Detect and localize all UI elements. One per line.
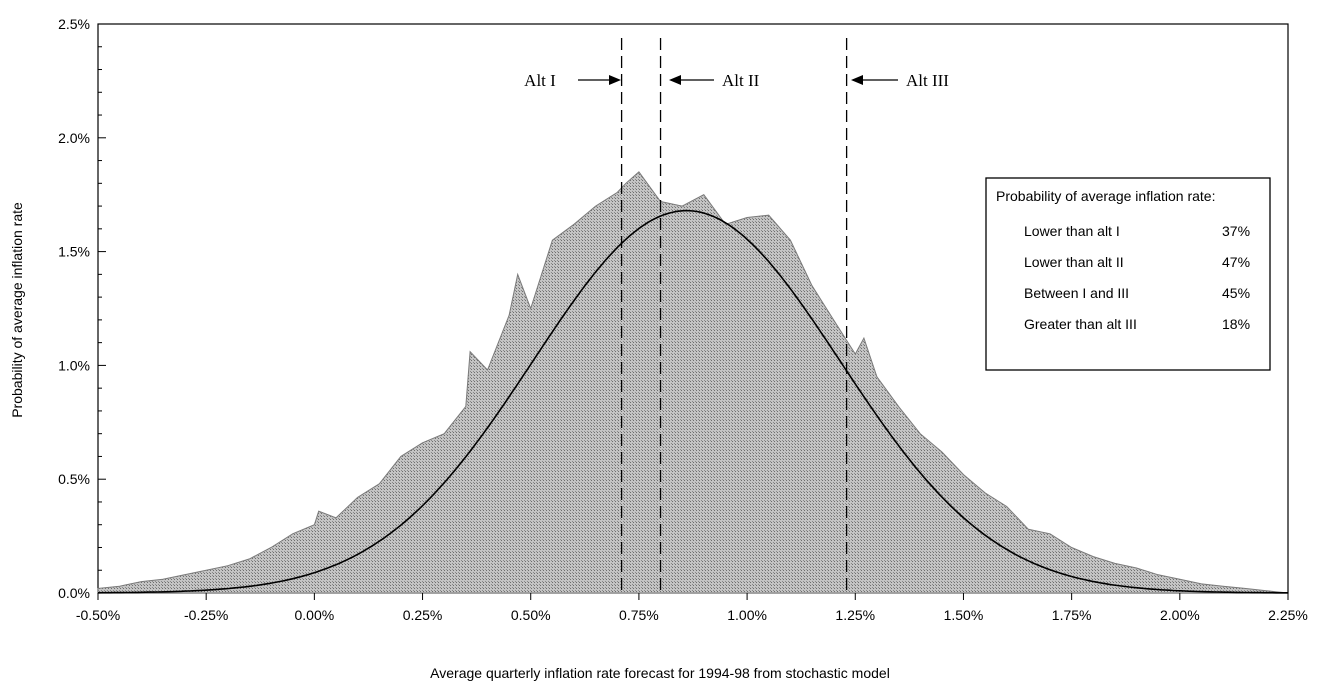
y-tick-label: 2.5% <box>58 16 90 32</box>
alt-i-label: Alt I <box>524 71 556 90</box>
legend-row-label: Lower than alt II <box>1024 254 1124 270</box>
x-tick-label: 1.75% <box>1052 607 1092 623</box>
x-tick-label: 2.25% <box>1268 607 1308 623</box>
x-tick-label: 0.25% <box>403 607 443 623</box>
alt-ii-arrowhead <box>669 75 681 85</box>
alt-iii-label: Alt III <box>906 71 949 90</box>
legend: Probability of average inflation rate: L… <box>985 177 1271 371</box>
legend-row-value: 18% <box>1222 316 1250 332</box>
fitted-curve-series <box>97 209 1288 594</box>
y-tick-label: 1.0% <box>58 357 90 373</box>
y-tick-label: 0.5% <box>58 471 90 487</box>
x-axis-title: Average quarterly inflation rate forecas… <box>430 665 890 681</box>
y-tick-label: 1.5% <box>58 244 90 260</box>
x-tick-label: 0.50% <box>511 607 551 623</box>
x-tick-label: 1.50% <box>944 607 984 623</box>
x-tick-label: 2.00% <box>1160 607 1200 623</box>
y-tick-label: 0.0% <box>58 585 90 601</box>
x-tick-label: 0.75% <box>619 607 659 623</box>
legend-row-value: 37% <box>1222 223 1250 239</box>
x-tick-label: 1.25% <box>835 607 875 623</box>
alt-i-annotation: Alt I <box>524 71 621 90</box>
alt-i-arrowhead <box>609 75 621 85</box>
x-tick-label: 0.00% <box>295 607 335 623</box>
x-tick-label: 1.00% <box>727 607 767 623</box>
legend-row-value: 47% <box>1222 254 1250 270</box>
alt-iii-annotation: Alt III <box>851 71 949 90</box>
y-axis-title: Probability of average inflation rate <box>9 202 25 418</box>
x-tick-label: -0.25% <box>184 607 228 623</box>
y-tick-label: 2.0% <box>58 130 90 146</box>
y-axis: 0.0% 0.5% 1.0% 1.5% 2.0% 2.5% <box>58 16 106 601</box>
legend-row-label: Greater than alt III <box>1024 316 1137 332</box>
alt-iii-arrowhead <box>851 75 863 85</box>
legend-box <box>985 177 1271 371</box>
legend-row-label: Lower than alt I <box>1024 223 1120 239</box>
legend-row-label: Between I and III <box>1024 285 1129 301</box>
alternative-lines <box>620 38 848 593</box>
fitted-curve-line <box>97 209 1288 594</box>
x-tick-label: -0.50% <box>76 607 120 623</box>
alt-ii-label: Alt II <box>722 71 760 90</box>
alt-ii-annotation: Alt II <box>669 71 760 90</box>
x-axis: -0.50% -0.25% 0.00% 0.25% 0.50% 0.75% 1.00% 1.2… <box>76 593 1308 623</box>
legend-row-value: 45% <box>1222 285 1250 301</box>
legend-title: Probability of average inflation rate: <box>996 188 1215 204</box>
